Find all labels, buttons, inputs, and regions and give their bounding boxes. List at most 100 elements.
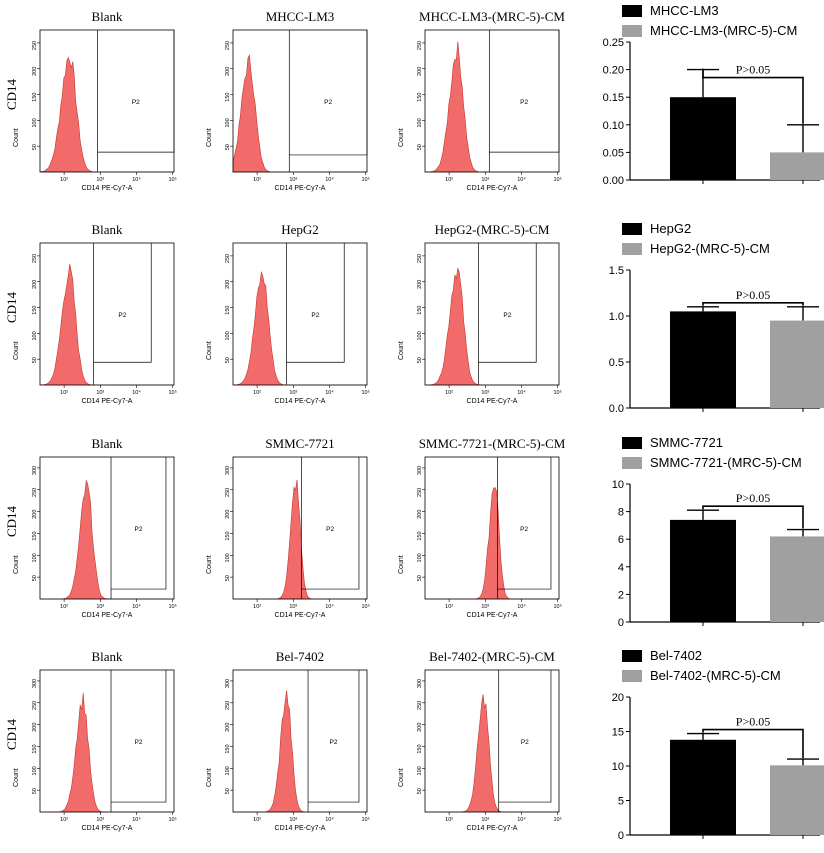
flow-y-tick-label: 250 — [417, 488, 423, 497]
flow-y-tick-label: 250 — [225, 701, 231, 710]
flow-y-axis-label: Count — [206, 128, 213, 147]
flow-panel-title: Blank — [91, 222, 123, 237]
flow-x-axis-label: CD14 PE-Cy7-A — [82, 825, 133, 832]
flow-y-tick-label: 250 — [225, 488, 231, 497]
gate-label: P2 — [135, 526, 143, 533]
gate-label: P2 — [503, 312, 511, 319]
flow-panel-title: HepG2 — [281, 222, 319, 237]
bar-y-tick-label: 0 — [618, 830, 624, 840]
flow-y-tick-label: 100 — [417, 331, 423, 340]
flow-x-tick-label: 10³ — [289, 817, 297, 823]
legend-label: HepG2 — [650, 221, 692, 236]
significance-label: P>0.05 — [736, 288, 770, 302]
legend-swatch — [622, 5, 642, 17]
flow-y-axis-label: Count — [206, 768, 213, 787]
bar-chart: 0.00 0.05 0.10 0.15 0.20 0.25 P>0.05 — [603, 37, 824, 187]
bar — [770, 765, 824, 835]
bar-y-tick-label: 0.10 — [603, 120, 624, 132]
flow-y-axis-label: Count — [13, 128, 20, 147]
figure-row: CD14 Blank Count 50 100 150 200 250 300 P2 10² 10³ 1… — [0, 640, 824, 853]
significance-label: P>0.05 — [736, 491, 770, 505]
flow-x-tick-label: 10³ — [481, 604, 489, 610]
bar — [670, 311, 736, 408]
flow-x-axis-label: CD14 PE-Cy7-A — [467, 612, 518, 619]
significance-label: P>0.05 — [736, 63, 770, 77]
flow-panel-title: Bel-7402-(MRC-5)-CM — [429, 649, 555, 664]
flow-plot-frame — [232, 456, 368, 600]
flow-histogram: Count 50 100 150 200 250 P2 10² 10³ 10⁴ 10⁵ CD14 PE… — [206, 242, 370, 405]
histogram-curve — [233, 690, 367, 813]
bar — [770, 320, 824, 408]
gate-p2 — [478, 243, 537, 385]
flow-x-tick-label: 10² — [445, 177, 453, 183]
legend-swatch — [622, 437, 642, 449]
histogram-curve — [232, 271, 367, 386]
flow-x-tick-label: 10⁴ — [325, 389, 334, 396]
flow-panel-title: Blank — [91, 9, 123, 24]
gate-label: P2 — [521, 739, 529, 746]
flow-x-tick-label: 10² — [445, 390, 453, 396]
bar-chart: 0 5 10 15 20 P>0.05 — [612, 692, 824, 840]
flow-y-tick-label: 300 — [32, 466, 38, 475]
legend-swatch — [622, 650, 642, 662]
flow-x-axis-label: CD14 PE-Cy7-A — [275, 612, 326, 619]
flow-x-tick-label: 10⁴ — [325, 816, 334, 823]
histogram-curve — [40, 692, 174, 813]
flow-y-tick-label: 250 — [225, 254, 231, 263]
histogram-curve — [425, 694, 559, 813]
legend-swatch — [622, 457, 642, 469]
flow-y-tick-label: 150 — [32, 531, 38, 540]
flow-panel-title: SMMC-7721-(MRC-5)-CM — [418, 436, 566, 451]
histogram-curve — [232, 53, 367, 173]
flow-x-tick-label: 10³ — [96, 177, 104, 183]
flow-y-axis-label: Count — [13, 768, 20, 787]
gate-p2 — [498, 670, 552, 812]
flow-y-tick-label: 150 — [32, 93, 38, 102]
flow-x-tick-label: 10³ — [289, 390, 297, 396]
bar-y-tick-label: 8 — [618, 507, 624, 519]
bar-chart: 0.0 0.5 1.0 1.5 P>0.05 — [609, 265, 824, 413]
flow-y-tick-label: 50 — [32, 144, 38, 150]
flow-y-tick-label: 50 — [225, 144, 231, 150]
flow-y-tick-label: 100 — [417, 118, 423, 127]
flow-y-tick-label: 150 — [225, 93, 231, 102]
figure-row: CD14 Blank Count 50 100 150 200 250 P2 10² 10³ 10⁴ 1… — [0, 213, 824, 426]
flow-y-tick-label: 100 — [417, 553, 423, 562]
flow-histogram: Count 50 100 150 200 250 P2 10² 10³ 10⁴ 10⁵ CD14 PE… — [206, 29, 370, 192]
flow-y-tick-label: 150 — [225, 306, 231, 315]
flow-y-tick-label: 50 — [32, 357, 38, 363]
legend-label: Bel-7402 — [650, 648, 703, 663]
flow-y-tick-label: 150 — [225, 744, 231, 753]
flow-y-tick-label: 100 — [32, 766, 38, 775]
flow-x-tick-label: 10⁴ — [132, 603, 141, 610]
flow-x-axis-label: CD14 PE-Cy7-A — [82, 398, 133, 405]
flow-y-tick-label: 100 — [225, 118, 231, 127]
legend-swatch — [622, 223, 642, 235]
bar-y-tick-label: 10 — [612, 761, 624, 773]
flow-y-tick-label: 150 — [417, 93, 423, 102]
flow-panel-title: Bel-7402 — [275, 649, 325, 664]
bar-y-tick-label: 0.05 — [603, 147, 624, 159]
flow-x-axis-label: CD14 PE-Cy7-A — [275, 185, 326, 192]
flow-plot-frame — [424, 669, 560, 813]
gate-label: P2 — [118, 312, 126, 319]
flow-x-tick-label: 10⁴ — [325, 176, 334, 183]
significance-bracket — [702, 728, 804, 759]
flow-x-tick-label: 10² — [60, 390, 68, 396]
flow-y-tick-label: 100 — [32, 331, 38, 340]
gate-label: P2 — [520, 99, 528, 106]
flow-y-tick-label: 300 — [417, 679, 423, 688]
flow-x-axis-label: CD14 PE-Cy7-A — [467, 185, 518, 192]
flow-plot-frame — [424, 456, 560, 600]
gate-label: P2 — [132, 99, 140, 106]
flow-plot-frame — [39, 242, 175, 386]
gate-p2 — [110, 457, 167, 599]
flow-panel-title: Blank — [91, 649, 123, 664]
legend-swatch — [622, 25, 642, 37]
flow-y-axis-label: Count — [398, 128, 405, 147]
flow-histogram: Count 50 100 150 200 250 P2 10² 10³ 10⁴ 10⁵ CD14 PE… — [398, 242, 562, 405]
flow-y-axis-label: Count — [398, 555, 405, 574]
bar-y-tick-label: 0.20 — [603, 65, 624, 77]
flow-y-axis-label: Count — [13, 555, 20, 574]
gate-label: P2 — [135, 739, 143, 746]
